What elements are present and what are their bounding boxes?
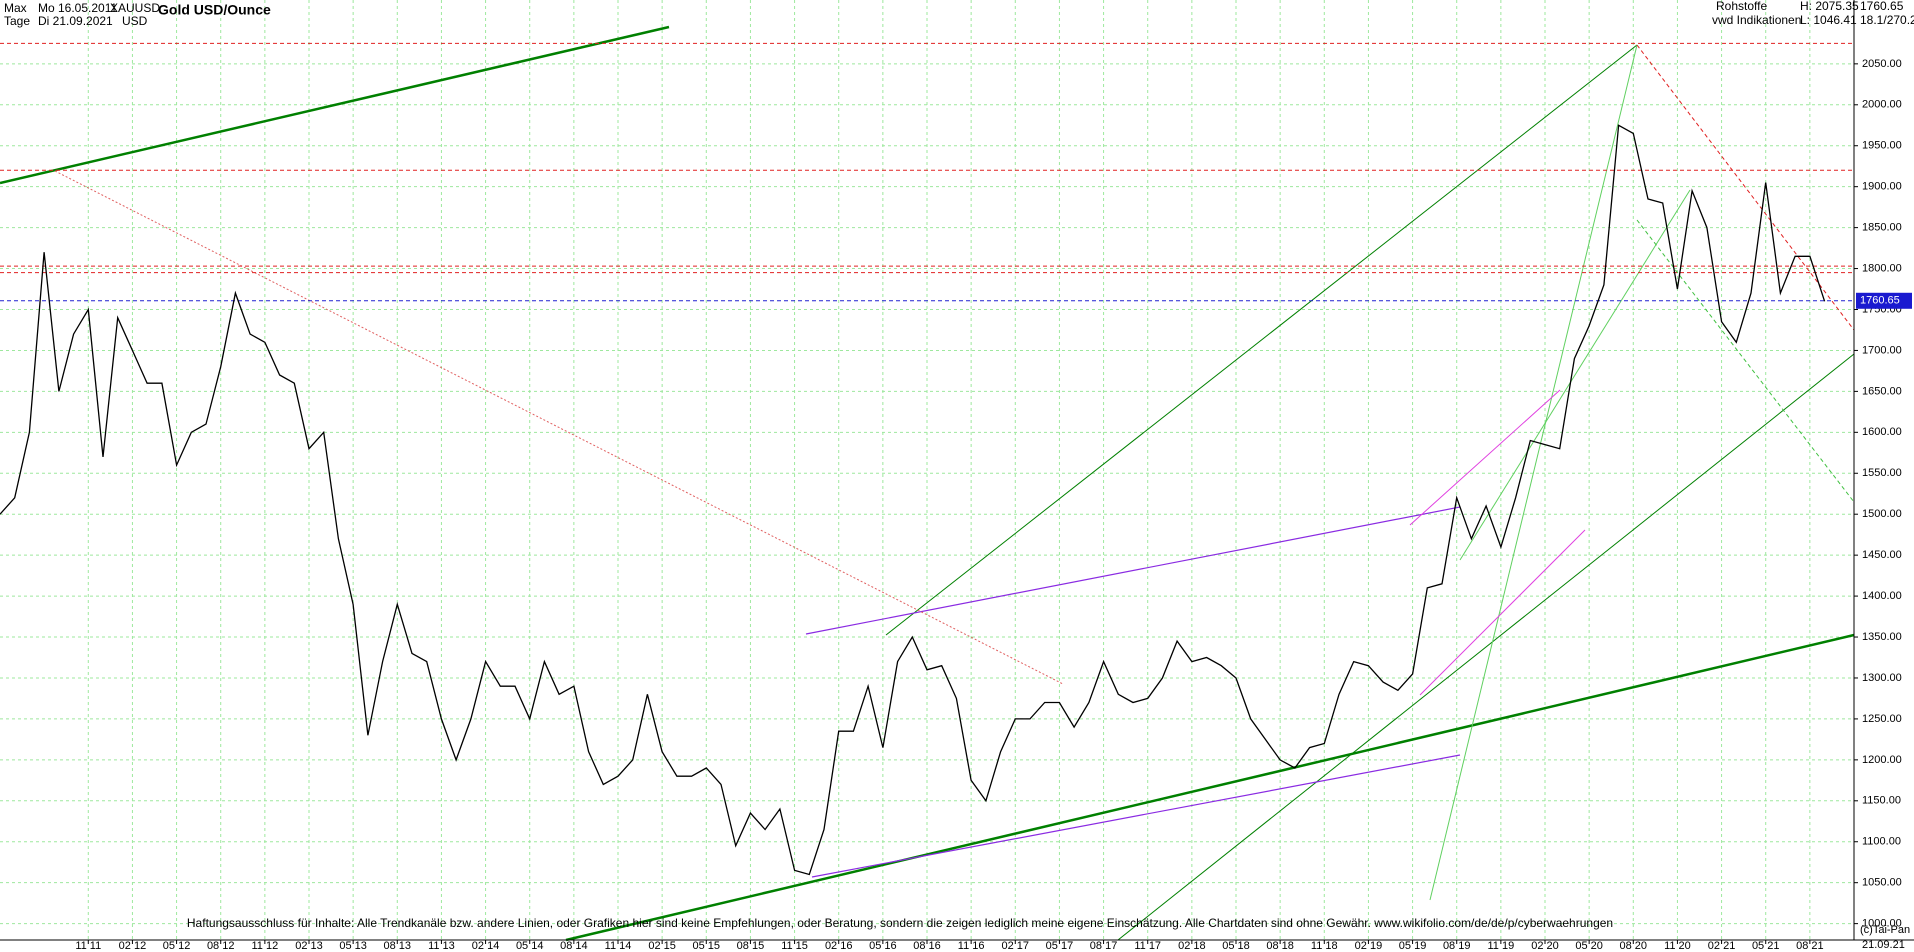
trendline [565,633,1855,942]
x-tick-label: 05 18 [1222,940,1250,952]
x-tick-label: 05 19 [1399,940,1427,952]
last-value-box [1856,292,1912,309]
y-tick-label: 1650.00 [1862,385,1902,397]
x-tick-label: 02 20 [1531,940,1559,952]
trendline [1117,353,1855,941]
x-tick-label: 02 14 [472,940,500,952]
x-tick-label: 02 15 [648,940,676,952]
x-tick-label: 02 12 [119,940,147,952]
high: H: 2075.35 [1800,0,1859,13]
disclaimer: Haftungsausschluss für Inhalte: Alle Tre… [187,916,1613,930]
trendline [811,754,1461,878]
last-value-label: 1760.65 [1860,295,1900,307]
last: 1760.65 [1860,0,1904,13]
low: L: 1046.41 [1800,13,1857,27]
plot [0,42,1854,876]
y-tick-label: 2000.00 [1862,99,1902,111]
trendline [0,25,670,185]
x-tick-label: 05 16 [869,940,897,952]
x-tick-label: 08 15 [737,940,765,952]
x-tick-label: 11 11 [75,940,101,952]
x-tick-label: 02 16 [825,940,853,952]
x-tick-label: 05 20 [1575,940,1603,952]
y-tick-label: 1400.00 [1862,590,1902,602]
x-tick-label: 05 15 [693,940,721,952]
y-tick-label: 1450.00 [1862,549,1902,561]
x-tick-label: 02 19 [1355,940,1383,952]
trendline [1459,189,1691,561]
y-tick-label: 1500.00 [1862,508,1902,520]
x-tick-label: 08 18 [1266,940,1294,952]
x-tick-label: 11 13 [428,940,455,952]
x-tick-label: 11 14 [605,940,632,952]
source: vwd Indikationen [1712,13,1801,27]
x-tick-label: 11 18 [1311,940,1338,952]
x-tick-label: 08 19 [1443,940,1471,952]
trendline [1429,44,1638,901]
trendline [1409,389,1561,526]
x-tick-label: 02 21 [1708,940,1736,952]
y-tick-label: 1100.00 [1862,836,1901,848]
scale: 18.1/270.2 [1860,13,1914,27]
x-tick-label: 02 17 [1002,940,1030,952]
range: Max [4,1,27,15]
trendline [1419,529,1586,696]
to-date: Di 21.09.2021 [38,14,113,28]
symbol: XAUUSD [110,1,160,15]
x-tick-label: 02 13 [295,940,323,952]
x-tick-label: 08 20 [1620,940,1648,952]
x-tick-label: 05 14 [516,940,544,952]
x-tick-label: 11 15 [781,940,808,952]
y-tick-label: 1350.00 [1862,631,1902,643]
y-tick-label: 1900.00 [1862,181,1902,193]
x-tick-label: 05 17 [1046,940,1074,952]
x-tick-label: 02 18 [1178,940,1206,952]
copyright: (c)Tai-Pan [1860,924,1910,936]
trendline [1636,44,1855,331]
period: Tage [4,14,30,28]
y-tick-label: 1600.00 [1862,426,1902,438]
x-tick-label: 11 19 [1487,940,1514,952]
y-tick-label: 1300.00 [1862,672,1902,684]
x-tick-label: 11 16 [958,940,985,952]
x-tick-label: 08 12 [207,940,235,952]
y-tick-label: 1800.00 [1862,262,1902,274]
x-tick-label: 05 12 [163,940,191,952]
y-tick-label: 1700.00 [1862,344,1902,356]
y-tick-label: 1850.00 [1862,222,1902,234]
trendline [885,44,1638,636]
group: Rohstoffe [1716,0,1767,13]
price-line [0,124,1826,876]
from-date: Mo 16.05.2011 [38,1,117,15]
grid [0,0,1854,940]
y-tick-label: 1200.00 [1862,754,1902,766]
x-tick-label: 08 21 [1796,940,1824,952]
y-tick-label: 1050.00 [1862,877,1902,889]
y-tick-label: 1550.00 [1862,467,1902,479]
y-tick-label: 1150.00 [1862,795,1901,807]
x-tick-label: 05 13 [339,940,367,952]
y-tick-label: 1000.00 [1862,918,1902,930]
x-tick-label: 11 12 [251,940,278,952]
trendline [54,170,1064,685]
x-tick-label: 05 21 [1752,940,1780,952]
end-date: 21.09.21 [1862,939,1905,951]
y-tick-label: 2050.00 [1862,58,1902,70]
x-tick-label: 08 13 [384,940,412,952]
x-tick-label: 08 16 [913,940,941,952]
y-tick-label: 1950.00 [1862,140,1902,152]
y-tick-label: 1250.00 [1862,713,1902,725]
x-tick-label: 08 14 [560,940,588,952]
x-tick-label: 08 17 [1090,940,1118,952]
x-tick-label: 11 20 [1664,940,1691,952]
trendline [805,506,1461,635]
x-tick-label: 11 17 [1134,940,1161,952]
chart-title: Gold USD/Ounce [158,2,271,18]
currency: USD [122,14,148,28]
